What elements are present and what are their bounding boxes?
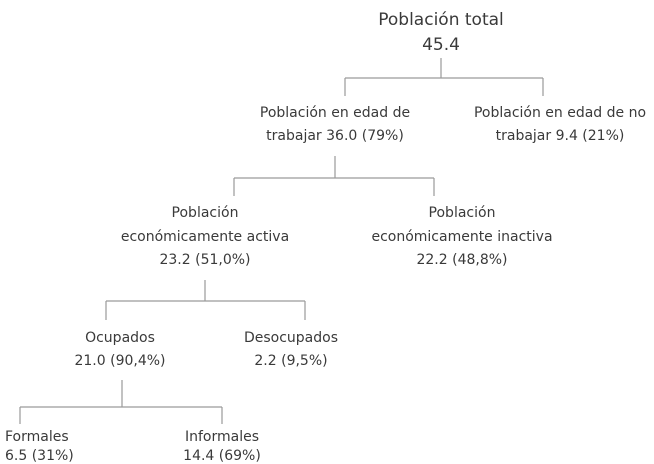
- node-working-age: Población en edad de trabajar 36.0 (79%): [260, 105, 410, 144]
- node-label: Población: [429, 205, 496, 221]
- node-non-working-age: Población en edad de no trabajar 9.4 (21…: [474, 105, 646, 144]
- node-label: 6.5 (31%): [5, 448, 74, 464]
- node-label: 14.4 (69%): [183, 448, 261, 464]
- node-label: trabajar 36.0 (79%): [266, 128, 404, 144]
- node-label: económicamente inactiva: [371, 229, 552, 245]
- node-total: Población total 45.4: [378, 10, 504, 55]
- node-label: 22.2 (48,8%): [416, 252, 507, 268]
- connectors: [19, 58, 544, 424]
- node-value: 45.4: [422, 35, 460, 55]
- node-label: Población: [172, 205, 239, 221]
- node-label: Población total: [378, 10, 504, 30]
- node-label: Informales: [185, 429, 259, 445]
- node-label: Ocupados: [85, 330, 155, 346]
- node-label: Desocupados: [244, 330, 338, 346]
- node-label: económicamente activa: [121, 229, 289, 245]
- node-unemployed: Desocupados 2.2 (9,5%): [244, 330, 338, 369]
- node-formal: Formales 6.5 (31%): [5, 429, 74, 464]
- node-label: 2.2 (9,5%): [254, 353, 327, 369]
- node-inactive: Población económicamente inactiva 22.2 (…: [371, 205, 552, 268]
- node-active: Población económicamente activa 23.2 (51…: [121, 205, 289, 268]
- node-label: 21.0 (90,4%): [74, 353, 165, 369]
- node-label: trabajar 9.4 (21%): [496, 128, 625, 144]
- node-label: Población en edad de: [260, 105, 410, 121]
- node-label: Formales: [5, 429, 69, 445]
- node-employed: Ocupados 21.0 (90,4%): [74, 330, 165, 369]
- node-label: 23.2 (51,0%): [159, 252, 250, 268]
- node-informal: Informales 14.4 (69%): [183, 429, 261, 464]
- node-label: Población en edad de no: [474, 105, 646, 121]
